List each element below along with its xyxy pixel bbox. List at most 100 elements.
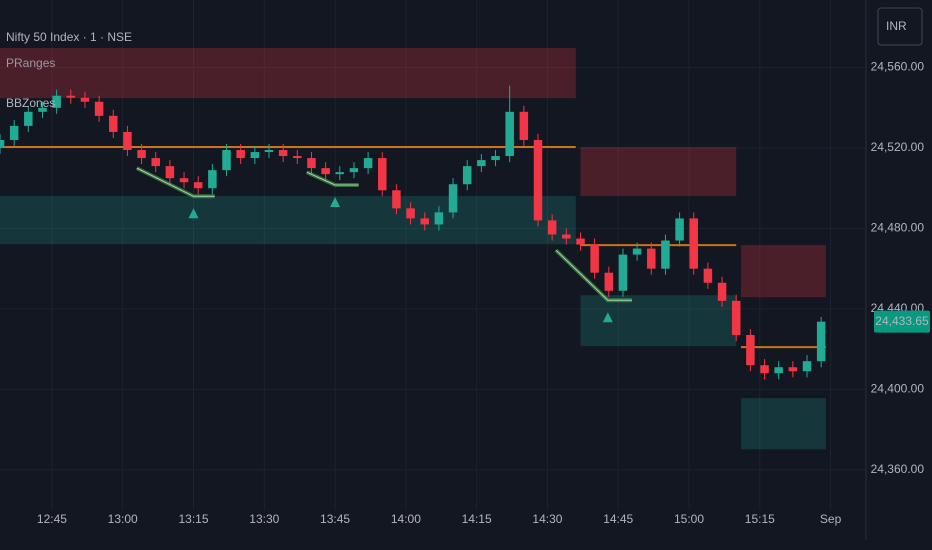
signal-line bbox=[306, 171, 359, 186]
x-tick-label: 14:30 bbox=[532, 512, 562, 526]
signal-line bbox=[136, 167, 215, 197]
candle-body bbox=[250, 152, 260, 159]
candle-body bbox=[547, 220, 557, 235]
candle-body bbox=[618, 254, 628, 291]
candle-body bbox=[38, 107, 47, 112]
candle-body bbox=[335, 172, 345, 175]
candle-body bbox=[477, 160, 486, 167]
candle-body bbox=[66, 95, 76, 98]
candle-body bbox=[363, 158, 373, 169]
candle-body bbox=[576, 238, 585, 245]
candle-body bbox=[731, 300, 741, 336]
last-price-label: 24,433.65 bbox=[875, 314, 929, 328]
candle-body bbox=[293, 156, 302, 159]
candle-body bbox=[802, 361, 812, 372]
candle-body bbox=[760, 365, 769, 374]
zone bbox=[580, 147, 737, 197]
candle-body bbox=[406, 208, 415, 219]
x-tick-label: 14:15 bbox=[462, 512, 492, 526]
x-tick-label: 13:45 bbox=[320, 512, 350, 526]
candle-body bbox=[533, 139, 543, 221]
candle-body bbox=[392, 190, 401, 209]
candle-body bbox=[151, 158, 160, 167]
zone bbox=[740, 398, 826, 450]
overlay bbox=[135, 166, 632, 323]
currency-label[interactable]: INR bbox=[886, 19, 907, 33]
candle-body bbox=[109, 115, 118, 132]
indicator-label[interactable]: PRanges bbox=[6, 56, 55, 70]
candle-body bbox=[462, 166, 472, 185]
zone bbox=[740, 245, 826, 298]
candle-body bbox=[165, 166, 175, 179]
candle-body bbox=[378, 158, 387, 191]
x-tick-label: 13:30 bbox=[249, 512, 279, 526]
grid bbox=[0, 0, 866, 510]
x-tick-label: 15:15 bbox=[745, 512, 775, 526]
candle-body bbox=[788, 367, 798, 372]
candle-body bbox=[321, 168, 330, 175]
candle-body bbox=[604, 272, 614, 291]
candle-body bbox=[434, 212, 444, 225]
candle-body bbox=[717, 282, 727, 301]
signal-line bbox=[555, 249, 632, 301]
candle-body bbox=[0, 139, 5, 149]
x-tick-label: 12:45 bbox=[37, 512, 67, 526]
candle-body bbox=[774, 367, 783, 374]
candle-body bbox=[491, 156, 500, 161]
candle-body bbox=[123, 131, 132, 151]
candle-body bbox=[420, 218, 429, 225]
candle-body bbox=[179, 178, 189, 183]
candle-body bbox=[307, 158, 316, 169]
y-tick-label: 24,520.00 bbox=[871, 140, 925, 154]
indicator-label[interactable]: BBZones bbox=[6, 96, 55, 110]
candle-body bbox=[816, 321, 826, 362]
candle-body bbox=[94, 101, 104, 116]
candles bbox=[0, 85, 826, 380]
candle-body bbox=[137, 150, 146, 159]
signal-marker bbox=[602, 312, 613, 323]
x-tick-label: Sep bbox=[820, 512, 842, 526]
candle-body bbox=[349, 168, 359, 173]
last-price-box bbox=[874, 310, 930, 333]
candle-body bbox=[689, 218, 698, 269]
x-tick-label: 13:15 bbox=[178, 512, 208, 526]
x-tick-label: 13:00 bbox=[108, 512, 138, 526]
candle-body bbox=[632, 248, 642, 255]
candle-body bbox=[647, 248, 656, 269]
x-tick-label: 15:00 bbox=[674, 512, 704, 526]
candle-body bbox=[661, 240, 670, 269]
zone bbox=[0, 196, 576, 245]
candle-body bbox=[9, 125, 19, 140]
candle-body bbox=[264, 150, 274, 153]
candle-body bbox=[675, 218, 684, 241]
candle-body bbox=[208, 170, 217, 189]
candle-body bbox=[193, 182, 203, 189]
currency-button[interactable] bbox=[877, 7, 923, 46]
candle-body bbox=[80, 97, 90, 102]
y-tick-label: 24,400.00 bbox=[871, 382, 925, 396]
candle-body bbox=[562, 234, 571, 239]
x-tick-label: 14:00 bbox=[391, 512, 421, 526]
candle-body bbox=[236, 150, 245, 159]
zone bbox=[0, 48, 576, 99]
candle-body bbox=[703, 268, 713, 283]
candle-body bbox=[519, 111, 529, 140]
candle-body bbox=[278, 150, 288, 157]
candle-body bbox=[222, 150, 231, 171]
x-tick-label: 14:45 bbox=[603, 512, 633, 526]
candle-body bbox=[24, 111, 33, 126]
candle-body bbox=[746, 335, 755, 366]
signal-marker bbox=[330, 197, 341, 208]
signal-marker bbox=[188, 208, 199, 219]
candle-body bbox=[52, 95, 61, 108]
y-tick-label: 24,360.00 bbox=[871, 462, 925, 476]
y-tick-label: 24,560.00 bbox=[871, 60, 925, 74]
axes: 24,360.0024,400.0024,440.0024,480.0024,5… bbox=[37, 0, 930, 540]
candle-body bbox=[448, 184, 458, 213]
candle-body bbox=[590, 244, 599, 273]
y-tick-label: 24,480.00 bbox=[871, 221, 925, 235]
candle-body bbox=[505, 111, 514, 157]
